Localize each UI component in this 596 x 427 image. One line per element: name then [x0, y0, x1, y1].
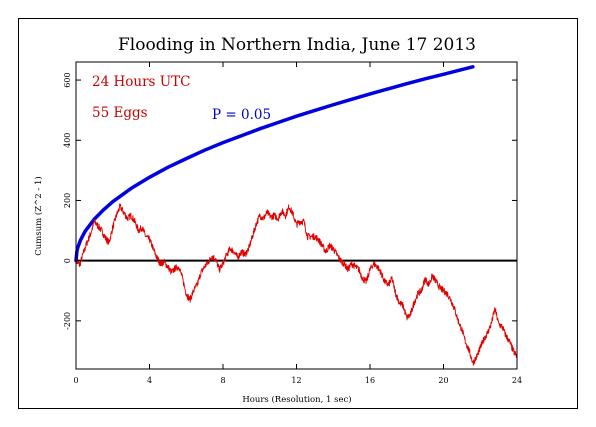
- chart-title: Flooding in Northern India, June 17 2013: [118, 35, 476, 55]
- x-tick-label: 20: [438, 376, 448, 385]
- tick-layer: 0 4 8 12 16 20 24 -200 0 200 400 600: [63, 62, 522, 385]
- x-tick-label: 0: [73, 376, 78, 385]
- series-layer: [74, 65, 518, 366]
- y-tick-label: 600: [63, 72, 72, 87]
- x-tick-label: 24: [512, 376, 522, 385]
- annotations: 24 Hours UTC 55 Eggs P = 0.05: [92, 74, 271, 123]
- annotation-eggs: 55 Eggs: [92, 105, 148, 121]
- annotation-period: 24 Hours UTC: [92, 74, 190, 90]
- annotation-probability: P = 0.05: [212, 107, 271, 123]
- envelope-series-line: [74, 65, 475, 263]
- y-tick-label: 400: [63, 133, 72, 148]
- cumsum-series-line: [75, 203, 518, 366]
- y-tick-label: 200: [63, 193, 72, 208]
- outer-frame: [18, 18, 578, 409]
- x-tick-label: 16: [365, 376, 375, 385]
- plot-area: 0 4 8 12 16 20 24 -200 0 200 400 600: [63, 61, 522, 385]
- x-tick-label: 8: [220, 376, 225, 385]
- x-axis-label: Hours (Resolution, 1 sec): [242, 394, 351, 405]
- x-tick-label: 12: [291, 376, 301, 385]
- x-tick-label: 4: [147, 376, 152, 385]
- y-axis-label: Cumsum (Z^2 - 1): [33, 176, 44, 255]
- y-tick-label: 0: [63, 258, 72, 263]
- y-tick-label: -200: [63, 312, 72, 330]
